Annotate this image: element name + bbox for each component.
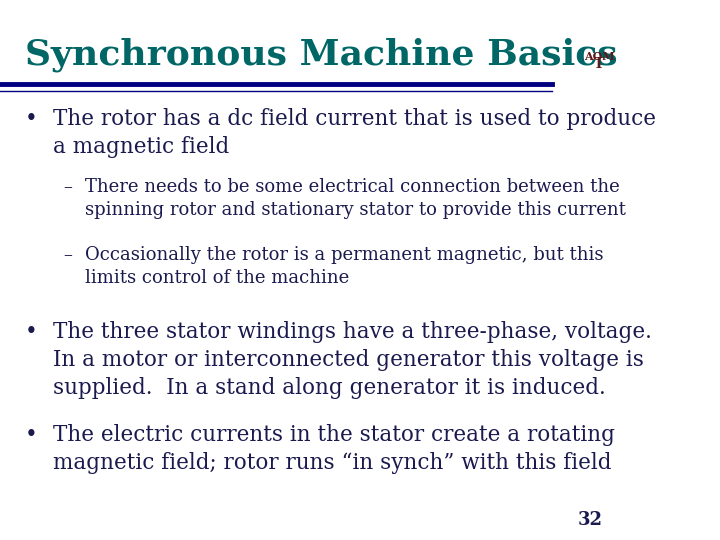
Text: The three stator windings have a three-phase, voltage.
In a motor or interconnec: The three stator windings have a three-p… bbox=[53, 321, 652, 399]
Text: –: – bbox=[63, 178, 71, 196]
Text: –: – bbox=[63, 246, 71, 264]
Text: •: • bbox=[25, 108, 38, 130]
Text: There needs to be some electrical connection between the
spinning rotor and stat: There needs to be some electrical connec… bbox=[85, 178, 626, 219]
Text: •: • bbox=[25, 321, 38, 343]
Text: •: • bbox=[25, 424, 38, 446]
Text: The electric currents in the stator create a rotating
magnetic field; rotor runs: The electric currents in the stator crea… bbox=[53, 424, 616, 474]
Text: Synchronous Machine Basics: Synchronous Machine Basics bbox=[25, 38, 618, 72]
Text: The rotor has a dc field current that is used to produce
a magnetic field: The rotor has a dc field current that is… bbox=[53, 108, 657, 158]
Text: AΟM: AΟM bbox=[584, 51, 615, 62]
Text: 32: 32 bbox=[577, 511, 603, 529]
Text: T: T bbox=[590, 57, 609, 71]
Text: Occasionally the rotor is a permanent magnetic, but this
limits control of the m: Occasionally the rotor is a permanent ma… bbox=[85, 246, 603, 287]
